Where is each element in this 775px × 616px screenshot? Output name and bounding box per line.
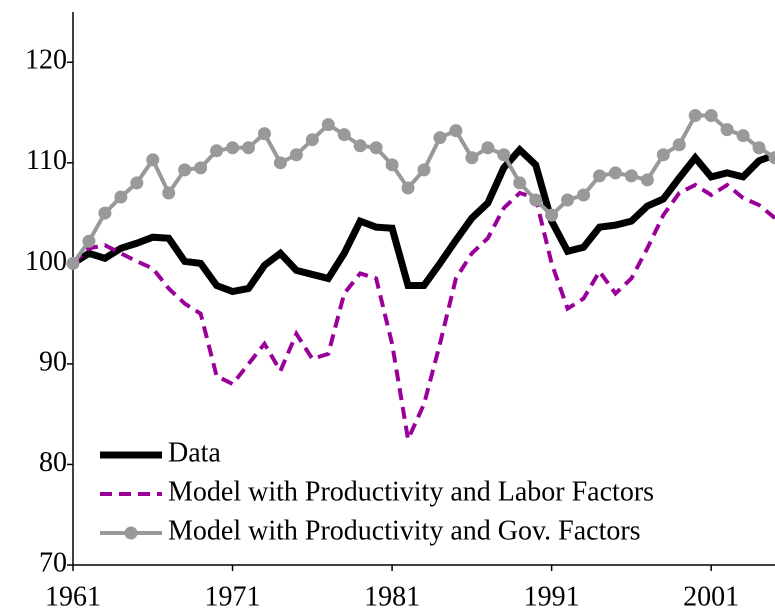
point — [401, 181, 415, 195]
point — [114, 190, 128, 204]
point — [640, 173, 654, 187]
point — [704, 109, 718, 123]
point — [98, 206, 112, 220]
point — [146, 153, 160, 167]
point — [210, 144, 224, 158]
point — [593, 169, 606, 183]
point — [752, 141, 766, 155]
point — [433, 131, 447, 145]
point — [465, 151, 479, 165]
point — [417, 163, 431, 177]
point — [242, 141, 255, 155]
point — [545, 208, 559, 222]
x-tick-label: 1971 — [205, 581, 261, 612]
point — [194, 161, 208, 175]
y-tick-label: 90 — [39, 346, 67, 377]
point — [768, 151, 775, 165]
point — [449, 124, 463, 138]
y-tick-label: 100 — [25, 246, 67, 277]
point — [369, 141, 383, 155]
point — [305, 133, 319, 147]
point — [226, 141, 240, 155]
point — [353, 139, 367, 153]
point — [672, 138, 686, 152]
point — [688, 109, 702, 123]
point — [529, 193, 543, 207]
legend-label: Data — [168, 437, 221, 468]
point — [162, 186, 176, 200]
point — [497, 148, 511, 162]
point — [385, 158, 399, 172]
series-line — [71, 144, 775, 296]
y-tick-label: 120 — [25, 45, 67, 76]
legend-label: Model with Productivity and Gov. Factors — [168, 515, 641, 546]
series-line — [71, 182, 775, 447]
point — [736, 129, 750, 143]
point — [624, 169, 638, 183]
y-tick-label: 80 — [39, 447, 67, 478]
point — [66, 256, 80, 270]
y-tick-label: 70 — [39, 547, 67, 578]
point — [82, 234, 96, 248]
point — [656, 148, 670, 162]
point — [608, 166, 622, 180]
point — [273, 156, 287, 170]
legend-marker — [124, 526, 138, 540]
point — [577, 188, 591, 202]
point — [337, 128, 351, 142]
point — [178, 163, 192, 177]
x-tick-label: 1991 — [524, 581, 580, 612]
point — [561, 193, 575, 207]
point — [321, 118, 335, 132]
x-tick-label: 2001 — [683, 581, 739, 612]
legend-label: Model with Productivity and Labor Factor… — [168, 476, 654, 507]
point — [257, 127, 271, 141]
point — [481, 141, 495, 155]
x-tick-label: 1961 — [45, 581, 101, 612]
point — [289, 148, 303, 162]
point — [513, 176, 527, 190]
x-tick-label: 1981 — [364, 581, 420, 612]
point — [720, 123, 734, 137]
point — [130, 176, 144, 190]
y-tick-label: 110 — [26, 145, 67, 176]
